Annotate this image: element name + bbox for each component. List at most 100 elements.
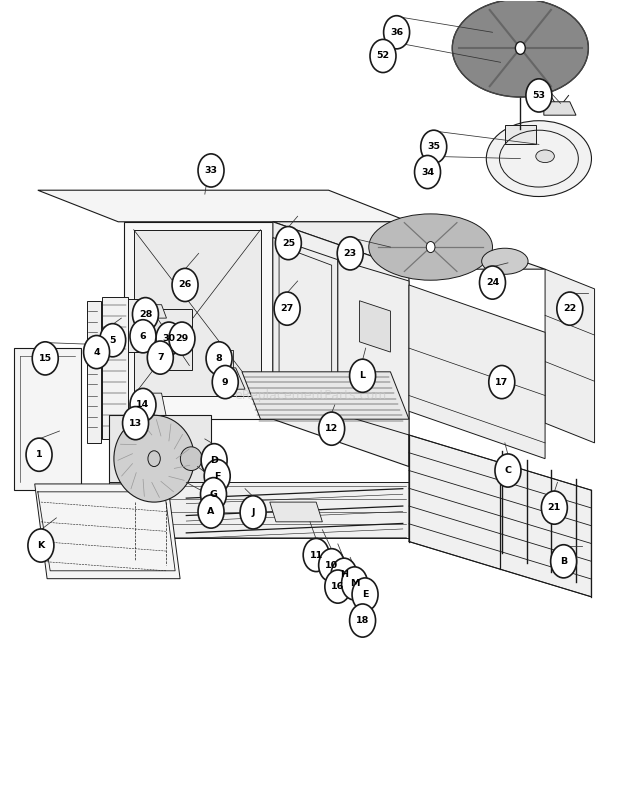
Circle shape — [133, 297, 159, 331]
Circle shape — [32, 342, 58, 375]
Circle shape — [100, 324, 126, 357]
Text: 30: 30 — [162, 334, 175, 343]
Text: 33: 33 — [205, 166, 218, 175]
Polygon shape — [273, 237, 338, 415]
Text: H: H — [340, 570, 348, 579]
Circle shape — [206, 342, 232, 375]
Circle shape — [148, 341, 173, 374]
Polygon shape — [211, 350, 232, 368]
Text: 52: 52 — [376, 51, 389, 60]
Circle shape — [350, 359, 376, 392]
Text: L: L — [360, 371, 366, 380]
Ellipse shape — [180, 447, 202, 471]
Text: 14: 14 — [136, 400, 149, 410]
Ellipse shape — [482, 248, 528, 274]
Text: 28: 28 — [139, 309, 152, 319]
Ellipse shape — [452, 0, 588, 97]
Circle shape — [370, 40, 396, 73]
Text: 35: 35 — [427, 142, 440, 151]
Circle shape — [342, 567, 368, 600]
Text: 53: 53 — [533, 91, 546, 100]
Circle shape — [541, 491, 567, 524]
Text: 26: 26 — [179, 281, 192, 290]
Polygon shape — [162, 334, 171, 344]
Polygon shape — [273, 221, 409, 467]
Circle shape — [319, 412, 345, 445]
Text: M: M — [350, 579, 359, 588]
Circle shape — [148, 451, 161, 467]
Polygon shape — [273, 221, 545, 269]
Text: 10: 10 — [325, 561, 339, 570]
Circle shape — [275, 226, 301, 259]
Polygon shape — [409, 435, 591, 597]
Circle shape — [200, 478, 226, 511]
Text: J: J — [251, 508, 255, 517]
Circle shape — [26, 438, 52, 471]
Circle shape — [384, 16, 410, 49]
Circle shape — [130, 388, 156, 422]
Text: 21: 21 — [547, 503, 561, 512]
Circle shape — [551, 545, 577, 578]
Circle shape — [427, 241, 435, 252]
Text: 6: 6 — [140, 331, 146, 341]
Polygon shape — [544, 102, 576, 115]
Text: 5: 5 — [109, 335, 116, 345]
Polygon shape — [137, 405, 157, 427]
Polygon shape — [153, 308, 192, 370]
Text: 1: 1 — [36, 450, 42, 460]
Circle shape — [28, 529, 54, 562]
Circle shape — [240, 496, 266, 529]
Circle shape — [198, 495, 224, 528]
Circle shape — [352, 578, 378, 611]
Text: E: E — [362, 590, 368, 599]
Text: 15: 15 — [38, 354, 52, 363]
Polygon shape — [35, 484, 180, 579]
Text: 24: 24 — [486, 278, 499, 287]
Circle shape — [515, 42, 525, 55]
Polygon shape — [109, 483, 409, 538]
Text: 27: 27 — [280, 305, 294, 313]
Circle shape — [156, 322, 182, 355]
Polygon shape — [214, 368, 245, 389]
Text: C: C — [505, 466, 511, 475]
Circle shape — [337, 237, 363, 270]
Text: 25: 25 — [281, 239, 295, 248]
Circle shape — [201, 444, 227, 477]
Text: 17: 17 — [495, 377, 508, 387]
Circle shape — [325, 570, 351, 604]
Text: F: F — [214, 471, 221, 481]
Text: 18: 18 — [356, 616, 370, 625]
Text: 11: 11 — [309, 551, 323, 559]
Text: A: A — [207, 507, 215, 516]
Polygon shape — [38, 190, 409, 221]
Polygon shape — [505, 125, 536, 145]
Circle shape — [557, 292, 583, 325]
Ellipse shape — [536, 150, 554, 163]
Text: eReplacementParts.com: eReplacementParts.com — [234, 389, 386, 402]
Ellipse shape — [486, 121, 591, 196]
Circle shape — [123, 407, 149, 440]
Text: K: K — [37, 541, 45, 550]
Circle shape — [526, 79, 552, 112]
Polygon shape — [125, 221, 273, 419]
Polygon shape — [270, 502, 322, 522]
Circle shape — [479, 266, 505, 299]
Text: 29: 29 — [175, 334, 188, 343]
Circle shape — [198, 154, 224, 187]
Text: 8: 8 — [216, 354, 223, 363]
Polygon shape — [360, 301, 391, 352]
Circle shape — [415, 156, 441, 188]
Circle shape — [319, 549, 345, 582]
Polygon shape — [409, 285, 545, 459]
Circle shape — [172, 268, 198, 301]
Polygon shape — [167, 324, 185, 336]
Polygon shape — [87, 301, 101, 443]
Circle shape — [350, 604, 376, 637]
Text: 16: 16 — [331, 582, 345, 591]
Polygon shape — [134, 229, 260, 396]
Polygon shape — [109, 415, 211, 502]
Text: 4: 4 — [93, 347, 100, 357]
Circle shape — [489, 365, 515, 399]
Text: B: B — [560, 557, 567, 566]
Circle shape — [495, 454, 521, 487]
